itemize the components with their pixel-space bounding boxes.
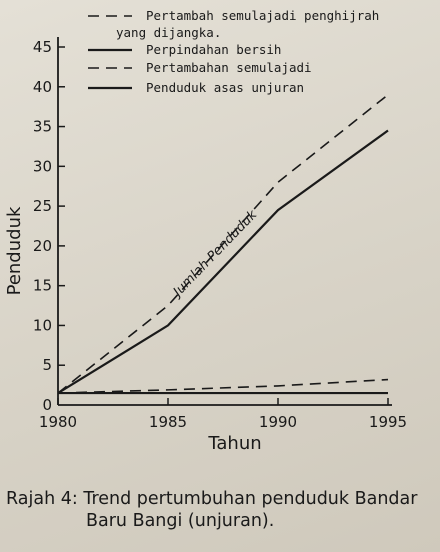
curve-annotation: Jumlah Penduduk (169, 207, 261, 301)
y-tick-label-0: 0 (42, 396, 52, 414)
caption-line-1: Rajah 4: Trend pertumbuhan penduduk Band… (6, 489, 418, 509)
y-tick-label-30: 30 (33, 157, 52, 175)
y-tick-label-15: 15 (33, 277, 52, 295)
series-line-3 (57, 378, 389, 394)
series-line-1 (57, 94, 389, 394)
y-tick-label-45: 45 (33, 38, 52, 56)
x-tick-label-1980: 1980 (39, 413, 77, 431)
y-tick-label-20: 20 (33, 237, 52, 255)
y-tick-label-5: 5 (42, 356, 52, 374)
y-tick-label-35: 35 (33, 118, 52, 136)
y-axis-label: Penduduk (4, 206, 25, 295)
x-tick-label-1995: 1995 (369, 413, 407, 431)
y-tick-label-40: 40 (33, 78, 52, 96)
caption-line-2: Baru Bangi (unjuran). (86, 511, 275, 531)
y-tick-label-25: 25 (33, 197, 52, 215)
x-tick-label-1990: 1990 (259, 413, 297, 431)
y-tick-label-10: 10 (33, 316, 52, 334)
series-line-2 (57, 129, 389, 395)
legend-label-2: Perpindahan bersih (146, 42, 281, 57)
legend-label-3: Pertambahan semulajadi (146, 60, 312, 75)
x-tick-label-1985: 1985 (149, 413, 187, 431)
x-axis-label: Tahun (207, 433, 261, 454)
chart: 0 5 10 15 20 25 30 35 40 45 1980 1985 1990 1995 Tahun P… (4, 8, 407, 454)
legend-label-1: Pertambah semulajadi penghijrah yang dija… (116, 8, 379, 40)
figure-caption: Rajah 4: Trend pertumbuhan penduduk Band… (6, 488, 436, 532)
legend-label-4: Penduduk asas unjuran (146, 80, 304, 95)
